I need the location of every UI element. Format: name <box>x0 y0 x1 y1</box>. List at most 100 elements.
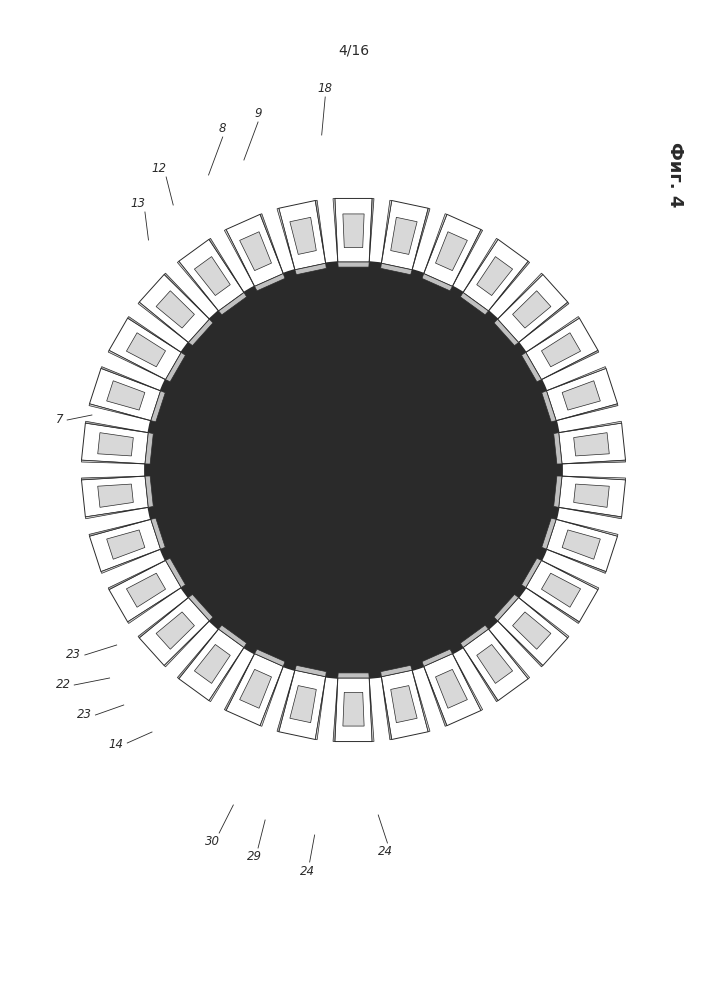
Polygon shape <box>209 647 244 702</box>
Polygon shape <box>562 460 626 464</box>
Polygon shape <box>164 621 209 667</box>
Text: 12: 12 <box>151 162 166 175</box>
Polygon shape <box>423 666 447 726</box>
Polygon shape <box>554 433 562 464</box>
Polygon shape <box>412 208 430 270</box>
Polygon shape <box>463 647 498 702</box>
Polygon shape <box>498 274 568 343</box>
Polygon shape <box>494 319 518 346</box>
Polygon shape <box>179 239 244 311</box>
Text: 24: 24 <box>300 865 315 878</box>
Polygon shape <box>108 560 165 590</box>
Polygon shape <box>498 597 568 666</box>
Polygon shape <box>559 421 621 433</box>
Polygon shape <box>260 666 284 726</box>
Polygon shape <box>338 673 369 678</box>
Polygon shape <box>542 391 556 422</box>
Polygon shape <box>436 669 467 708</box>
Polygon shape <box>547 368 617 421</box>
Polygon shape <box>436 232 467 271</box>
Polygon shape <box>177 261 218 311</box>
Polygon shape <box>526 588 579 623</box>
Polygon shape <box>101 549 160 573</box>
Polygon shape <box>209 238 244 293</box>
Polygon shape <box>98 484 134 507</box>
Polygon shape <box>224 230 255 286</box>
Polygon shape <box>90 519 160 572</box>
Polygon shape <box>333 678 338 742</box>
Polygon shape <box>391 686 417 723</box>
Polygon shape <box>107 381 145 410</box>
Polygon shape <box>177 629 218 679</box>
Text: 7: 7 <box>56 413 64 426</box>
Polygon shape <box>277 670 295 732</box>
Polygon shape <box>460 625 489 647</box>
Polygon shape <box>151 391 165 422</box>
Polygon shape <box>547 367 606 391</box>
Circle shape <box>145 261 562 679</box>
Polygon shape <box>333 198 338 262</box>
Polygon shape <box>145 433 153 464</box>
Polygon shape <box>423 214 481 286</box>
Polygon shape <box>156 612 194 649</box>
Polygon shape <box>81 460 145 464</box>
Polygon shape <box>498 621 543 667</box>
Polygon shape <box>295 665 327 677</box>
Polygon shape <box>290 217 316 254</box>
Polygon shape <box>290 686 316 723</box>
Polygon shape <box>86 421 148 433</box>
Text: 8: 8 <box>219 122 226 135</box>
Polygon shape <box>463 629 528 701</box>
Polygon shape <box>107 530 145 559</box>
Polygon shape <box>81 423 148 464</box>
Polygon shape <box>522 352 542 382</box>
Polygon shape <box>108 350 165 380</box>
Polygon shape <box>335 678 372 742</box>
Polygon shape <box>518 302 569 343</box>
Polygon shape <box>98 433 134 456</box>
Text: 4/16: 4/16 <box>338 43 369 57</box>
Circle shape <box>251 367 456 573</box>
Polygon shape <box>391 217 417 254</box>
Polygon shape <box>218 625 247 647</box>
Polygon shape <box>559 476 626 517</box>
Polygon shape <box>369 678 374 742</box>
Polygon shape <box>412 670 430 732</box>
Polygon shape <box>556 404 618 421</box>
Polygon shape <box>489 261 530 311</box>
Polygon shape <box>513 612 551 649</box>
Polygon shape <box>179 629 244 701</box>
Polygon shape <box>423 654 481 726</box>
Polygon shape <box>381 670 428 740</box>
Polygon shape <box>145 476 153 507</box>
Polygon shape <box>86 507 148 519</box>
Polygon shape <box>315 200 326 263</box>
Polygon shape <box>101 367 160 391</box>
Polygon shape <box>554 476 562 507</box>
Polygon shape <box>277 208 295 270</box>
Polygon shape <box>526 318 598 380</box>
Polygon shape <box>194 257 230 296</box>
Polygon shape <box>89 404 151 421</box>
Polygon shape <box>343 214 364 248</box>
Polygon shape <box>526 560 598 622</box>
Polygon shape <box>452 230 483 286</box>
Circle shape <box>279 396 428 544</box>
Polygon shape <box>81 476 145 480</box>
Polygon shape <box>573 484 609 507</box>
Polygon shape <box>381 677 392 740</box>
Polygon shape <box>315 677 326 740</box>
Text: 13: 13 <box>130 197 145 210</box>
Polygon shape <box>109 560 181 622</box>
Polygon shape <box>559 507 621 519</box>
Polygon shape <box>562 476 626 480</box>
Polygon shape <box>559 423 626 464</box>
Polygon shape <box>513 291 551 328</box>
Text: 30: 30 <box>204 835 220 848</box>
Polygon shape <box>343 692 364 726</box>
Polygon shape <box>489 629 530 679</box>
Text: 24: 24 <box>378 845 393 858</box>
Polygon shape <box>194 644 230 683</box>
Polygon shape <box>380 665 412 677</box>
Polygon shape <box>518 597 569 638</box>
